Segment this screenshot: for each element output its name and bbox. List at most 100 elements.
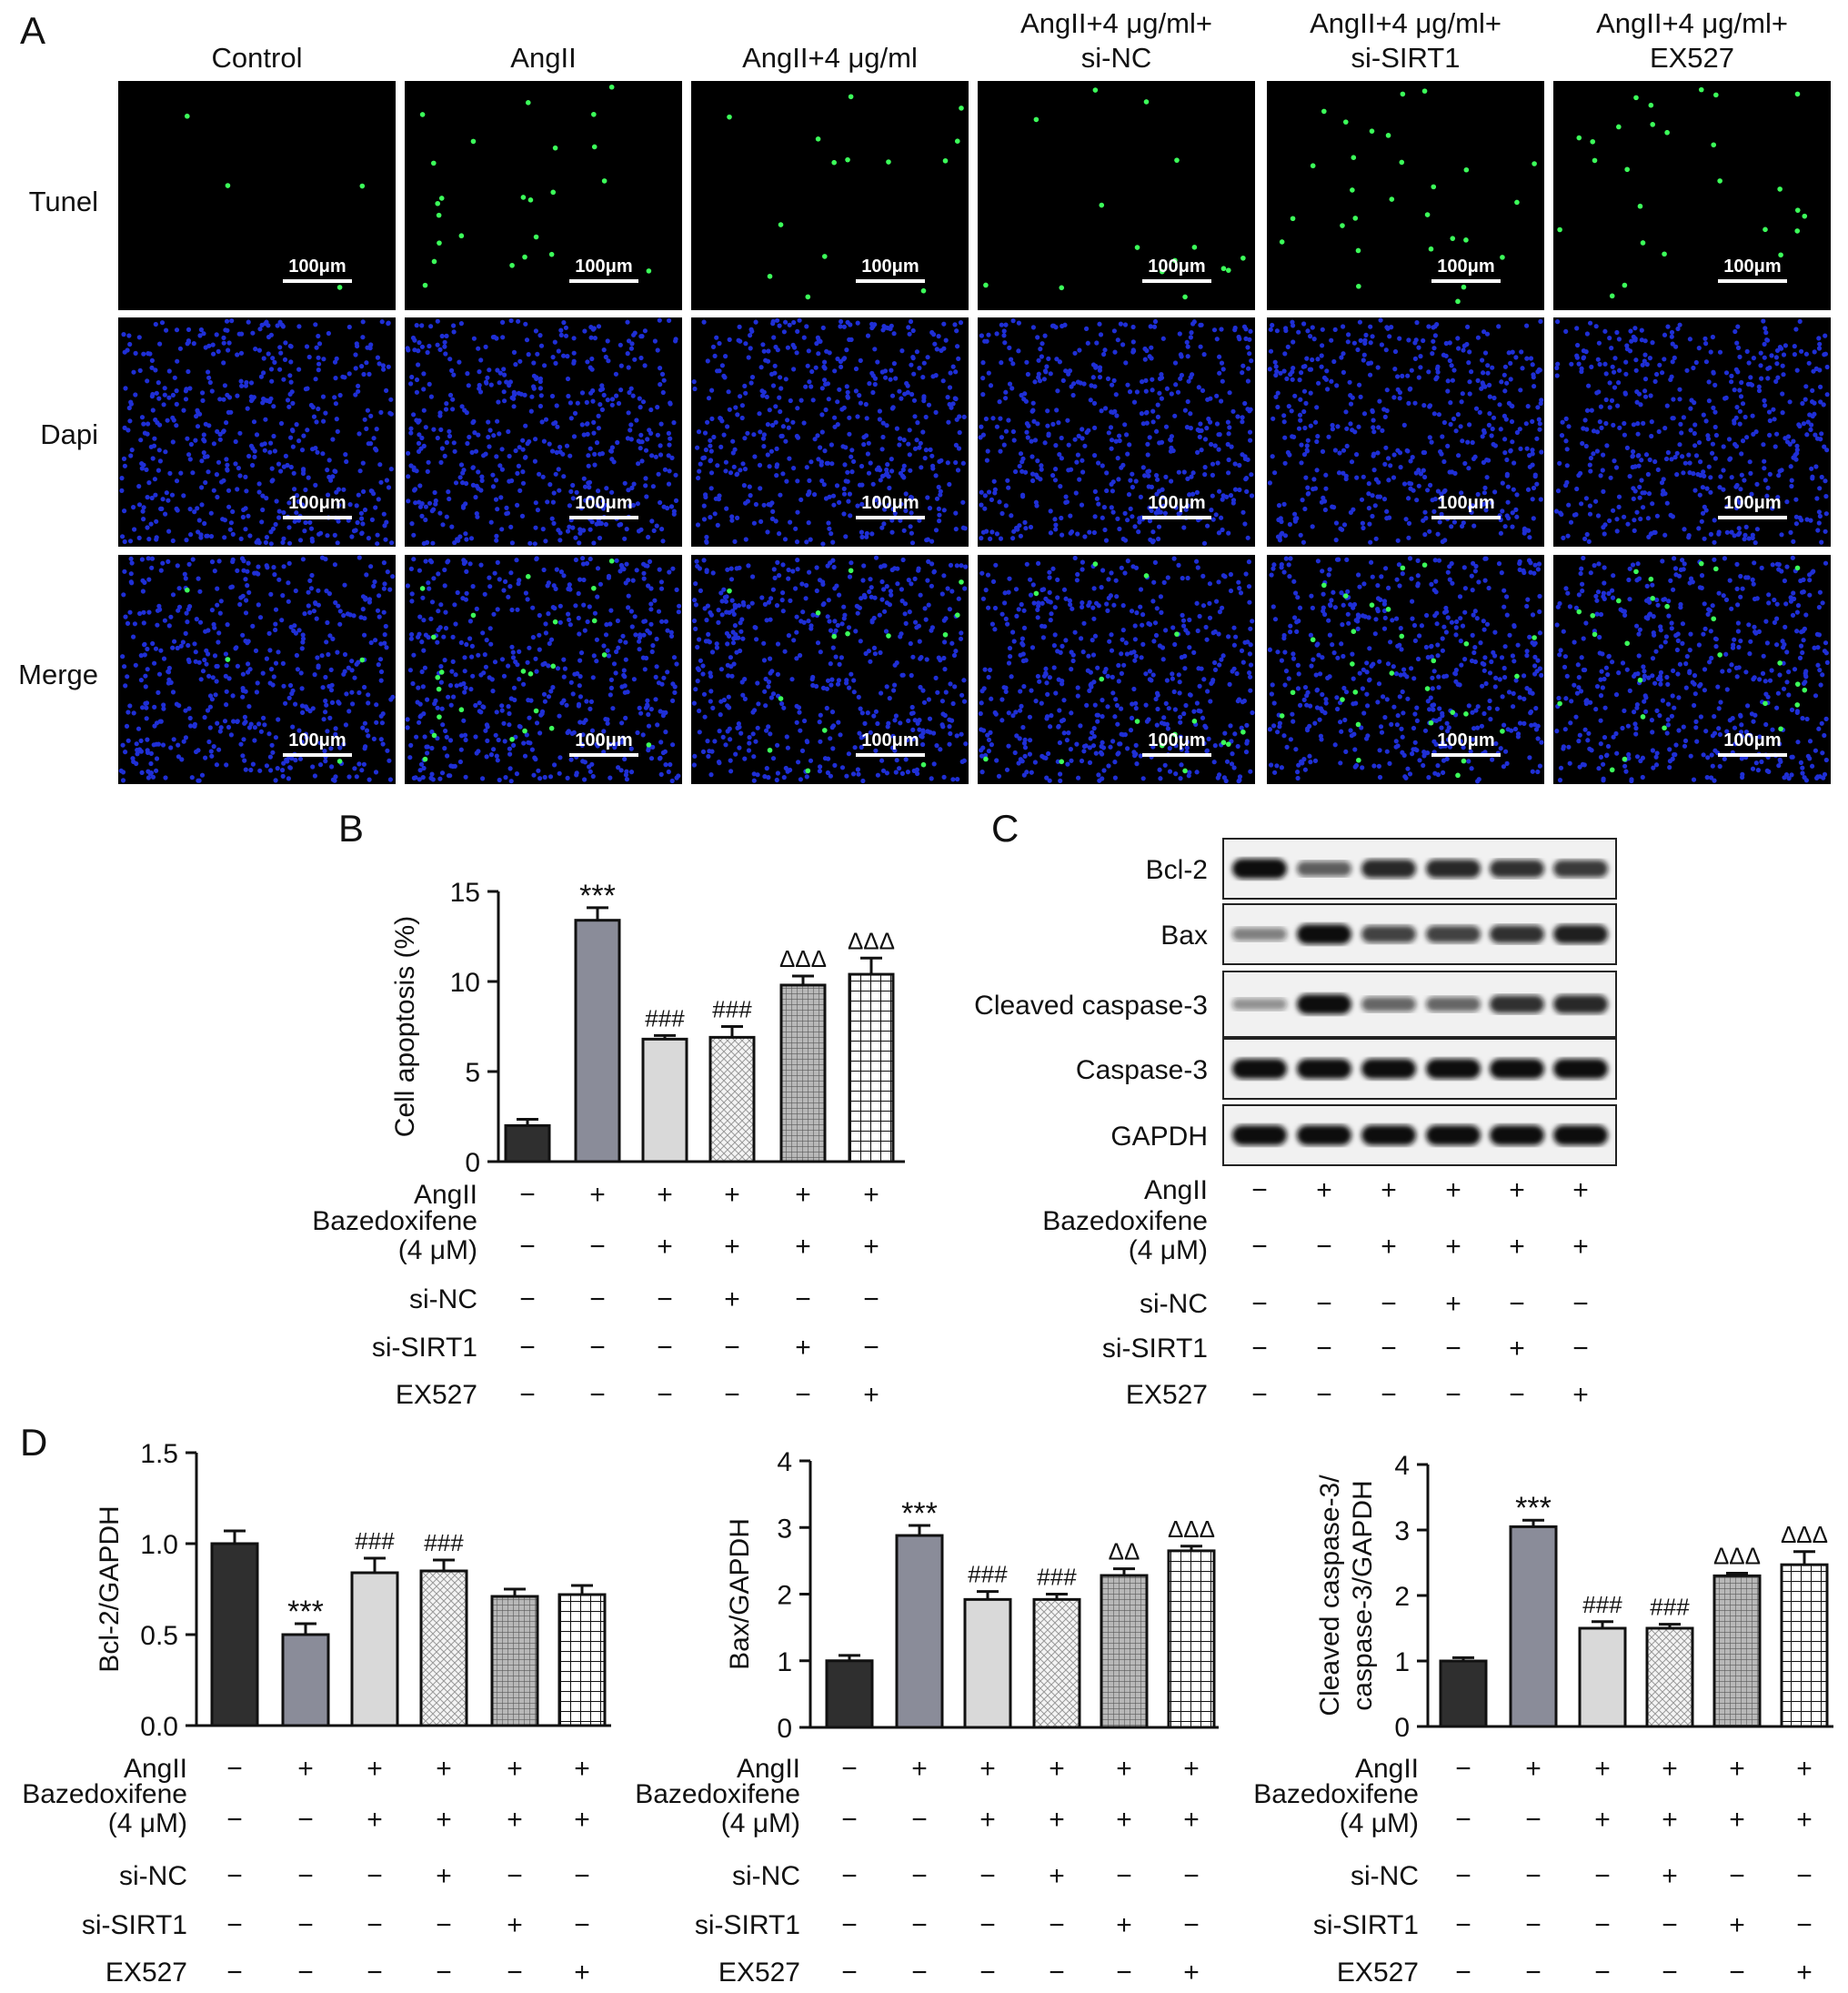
scale-bar-label: 100μm [575, 493, 632, 513]
blot-band [1426, 997, 1481, 1012]
treatment-mark: − [1525, 1805, 1542, 1835]
tunel-positive-cell [1648, 576, 1654, 582]
scale-bar-label: 100μm [1437, 730, 1494, 750]
tunel-positive-cell [591, 111, 597, 117]
treatment-mark: + [1572, 1232, 1589, 1262]
treatment-mark: + [1049, 1805, 1065, 1835]
tunel-positive-cell [552, 145, 558, 151]
treatment-mark: + [1594, 1805, 1611, 1835]
tunel-positive-cell [548, 251, 555, 257]
bar [895, 1534, 944, 1729]
tunel-positive-cell [1450, 710, 1456, 715]
tunel-positive-cell [1463, 237, 1469, 243]
tunel-positive-cell [1428, 246, 1434, 252]
tunel-positive-cell [1421, 562, 1428, 568]
y-tick-label: 0 [1394, 1713, 1410, 1743]
treatment-mark: − [795, 1380, 811, 1410]
blot-band [1553, 860, 1608, 878]
treatment-mark: − [911, 1805, 928, 1835]
treatment-mark: + [1049, 1861, 1065, 1891]
treatment-mark: − [226, 1910, 243, 1940]
tunel-positive-cell [522, 728, 527, 734]
tunel-positive-cell [1356, 757, 1361, 763]
significance-label: ### [1582, 1591, 1622, 1618]
blot-band [1426, 1125, 1481, 1145]
tunel-positive-cell [1431, 184, 1437, 190]
row-label: Dapi [40, 418, 98, 450]
bar [1509, 1525, 1558, 1728]
treatment-mark: − [226, 1861, 243, 1891]
tunel-positive-cell [1616, 124, 1622, 130]
tunel-positive-cell [458, 707, 465, 713]
tunel-positive-cell [1763, 226, 1768, 233]
chart-b-cell-apoptosis: 0 5 10 15 Cell apoptosis (%) *** ### ### ΔΔΔ ΔΔΔ A… [312, 878, 905, 1410]
tunel-positive-cell [1310, 163, 1316, 169]
tunel-positive-cell [805, 768, 811, 774]
micrograph-dapi: 100μm [691, 317, 969, 547]
tunel-positive-cell [1500, 255, 1505, 260]
tunel-positive-cell [1455, 298, 1461, 305]
tunel-positive-cell [1424, 686, 1431, 691]
blot-band [1232, 998, 1287, 1011]
treatment-mark: − [519, 1284, 536, 1314]
blot-band [1361, 1125, 1416, 1145]
treatment-mark: − [1594, 1861, 1611, 1891]
treatment-mark: − [841, 1910, 858, 1940]
tunel-positive-cell [1609, 767, 1615, 773]
treatment-mark: + [1572, 1380, 1589, 1410]
column-header: Control [212, 42, 303, 74]
tunel-positive-cell [1385, 133, 1391, 138]
tunel-positive-cell [225, 657, 231, 662]
tunel-positive-cell [436, 212, 442, 218]
y-tick-label: 0.0 [140, 1712, 178, 1742]
tunel-positive-cell [1778, 726, 1783, 732]
treatment-label: AngII [737, 1754, 800, 1784]
tunel-positive-cell [591, 144, 598, 150]
tunel-positive-cell [1698, 560, 1704, 567]
treatment-mark: + [436, 1754, 452, 1784]
y-tick-label: 1.0 [140, 1530, 178, 1560]
treatment-mark: + [1525, 1754, 1542, 1784]
micrograph-tunel: 100μm [118, 81, 396, 310]
treatment-mark: + [436, 1805, 452, 1835]
tunel-positive-cell [1172, 731, 1178, 738]
y-tick-label: 1 [1394, 1647, 1410, 1677]
blot-band [1232, 1125, 1287, 1145]
treatment-mark: + [1445, 1289, 1461, 1319]
tunel-positive-cell [727, 114, 732, 120]
scale-bar-label: 100μm [288, 257, 346, 277]
tunel-positive-cell [359, 183, 366, 189]
treatment-mark: − [1729, 1958, 1745, 1988]
scale-bar-label: 100μm [288, 493, 346, 513]
tunel-positive-cell [1794, 681, 1801, 687]
tunel-positive-cell [822, 254, 828, 259]
tunel-positive-cell [1592, 157, 1598, 164]
tunel-positive-cell [1343, 593, 1349, 599]
panel-letter-a: A [20, 9, 45, 52]
panel-letter-d: D [20, 1421, 47, 1464]
blot-band [1361, 1059, 1416, 1079]
tunel-positive-cell [1240, 255, 1246, 261]
treatment-mark: + [1381, 1175, 1397, 1205]
tunel-positive-cell [591, 585, 597, 591]
tunel-positive-cell [1310, 637, 1316, 643]
significance-label: ΔΔΔ [779, 945, 827, 972]
tunel-positive-cell [533, 234, 539, 240]
y-tick-label: 0 [465, 1148, 480, 1178]
treatment-mark: − [1316, 1334, 1332, 1364]
y-tick-label: 5 [465, 1058, 480, 1088]
bar [1712, 1574, 1762, 1728]
treatment-mark: − [657, 1380, 673, 1410]
tunel-positive-cell [435, 200, 441, 206]
scale-bar-label: 100μm [1437, 493, 1494, 513]
tunel-positive-cell [431, 160, 437, 166]
y-tick-label: 4 [1394, 1451, 1410, 1481]
tunel-positive-cell [1590, 138, 1596, 145]
tunel-positive-cell [1351, 629, 1357, 634]
tunel-positive-cell [601, 652, 608, 658]
treatment-mark: + [1509, 1232, 1525, 1262]
tunel-positive-cell [431, 634, 437, 640]
tunel-positive-cell [422, 282, 428, 288]
treatment-mark: − [979, 1861, 996, 1891]
tunel-positive-cell [920, 761, 927, 768]
